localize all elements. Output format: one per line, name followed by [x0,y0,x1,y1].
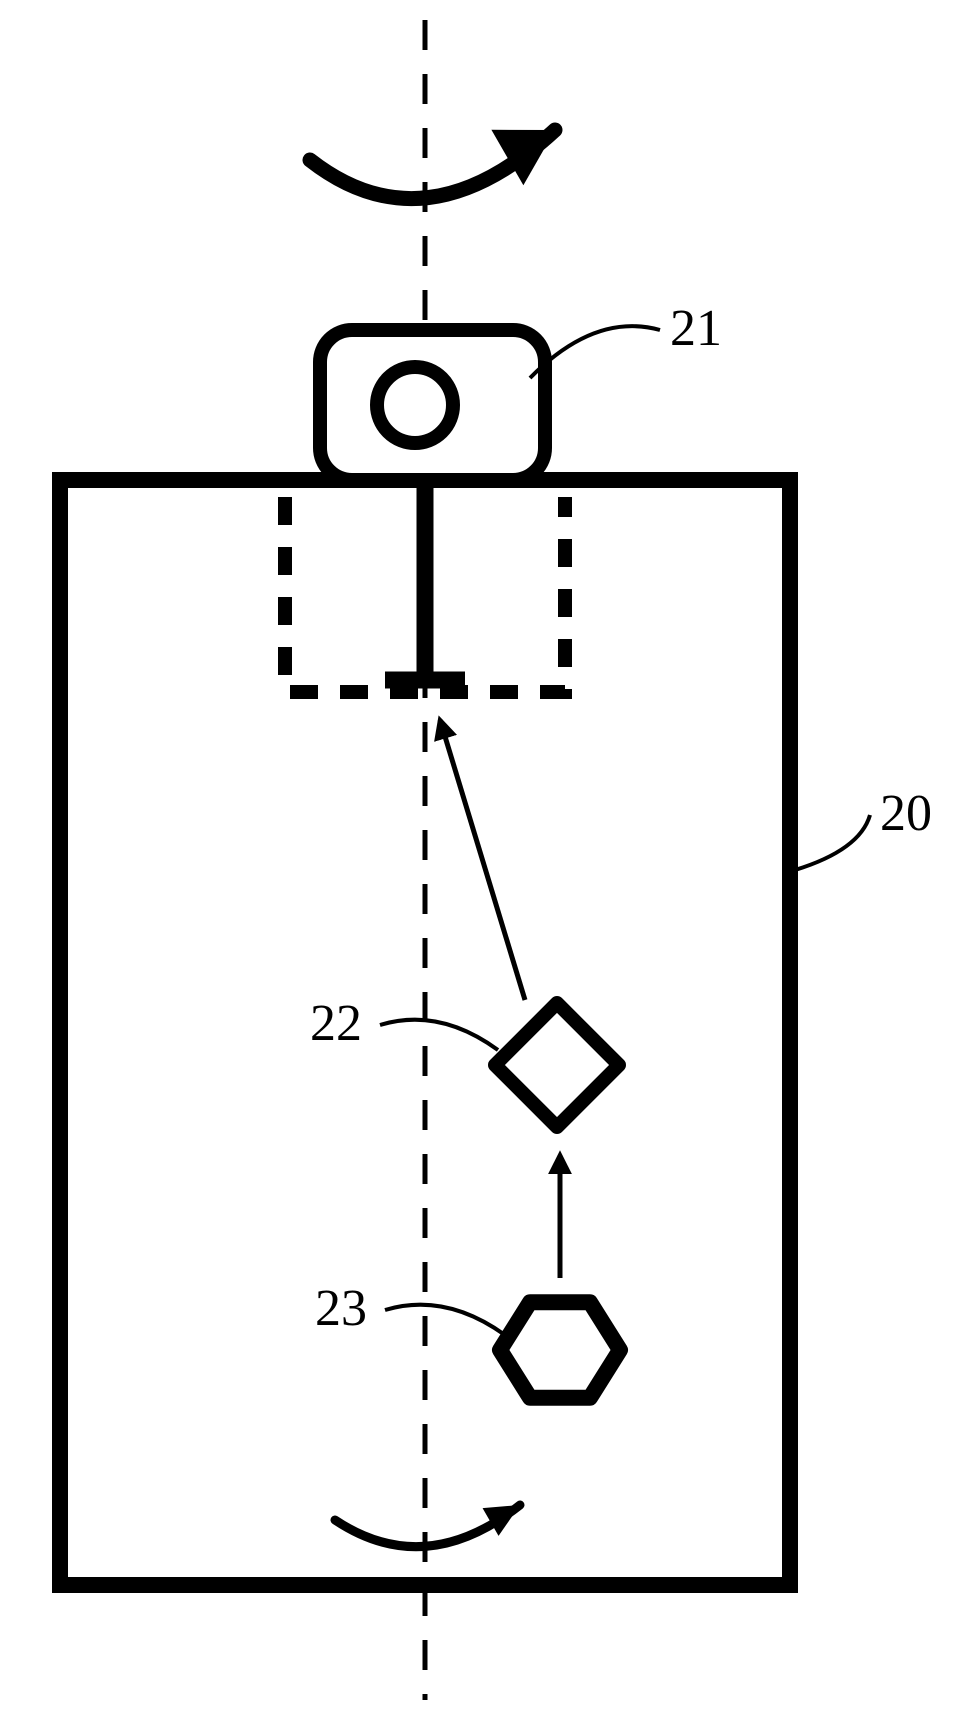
ref-label-L20: 20 [880,785,932,842]
ref-label-L22: 22 [310,995,362,1052]
ref-label-L23: 23 [315,1280,367,1337]
leader-L23 [385,1305,505,1335]
leader-L22 [380,1020,498,1050]
processor-icon [495,1003,619,1127]
leader-L20 [795,815,870,870]
ref-label-L21: 21 [670,300,722,357]
sensor-icon [500,1302,620,1398]
camera-lens-icon [377,367,453,443]
arrow-processor-to-camera [440,720,525,1000]
